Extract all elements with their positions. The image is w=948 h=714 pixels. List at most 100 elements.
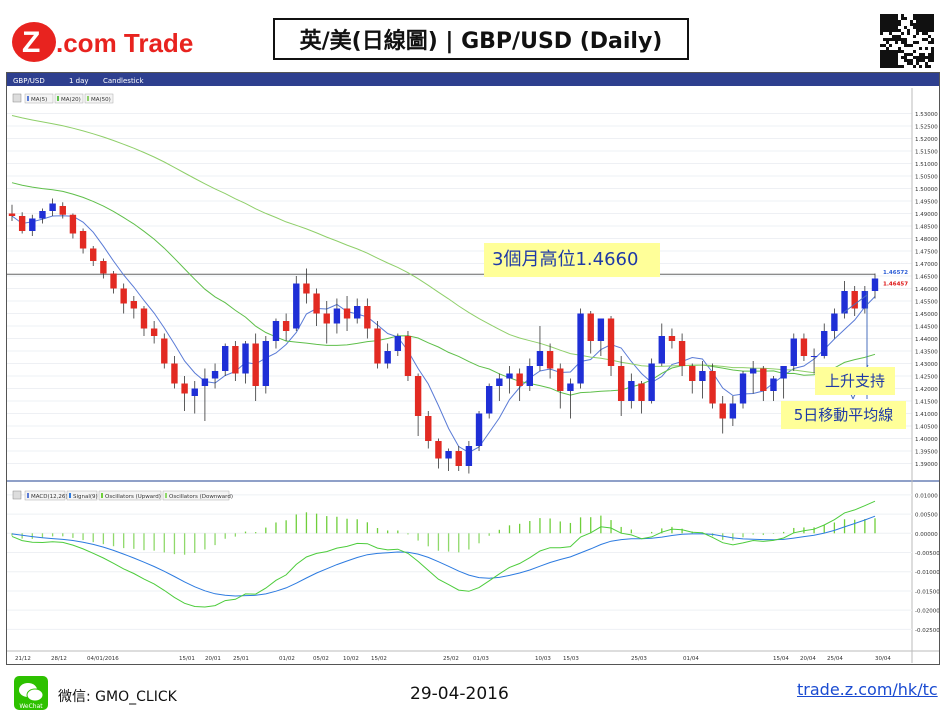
candle-down [719, 403, 726, 419]
candle-down [404, 336, 412, 376]
price-tick-label: 1.46000 [915, 287, 938, 293]
x-tick-label: 28/12 [51, 656, 67, 662]
page-title: 英/美(日線圖) | GBP/USD (Daily) [273, 18, 689, 60]
candle-up [272, 321, 280, 341]
legend-item-label: MA(5) [31, 97, 47, 103]
candle-up [191, 388, 198, 396]
candle-down [689, 366, 696, 381]
candle-down [130, 301, 138, 309]
candle-down [140, 308, 148, 329]
ma5-arrow [842, 294, 868, 314]
price-tick-label: 1.41000 [915, 412, 938, 418]
x-tick-label: 01/04 [683, 656, 699, 662]
macd-tick-label: -0.00500 [915, 551, 939, 557]
macd-legend-swatch [165, 493, 167, 498]
x-tick-label: 30/04 [875, 656, 891, 662]
price-tick-label: 1.44000 [915, 337, 938, 343]
macd-legend-box [66, 490, 98, 501]
candle-up [201, 378, 209, 386]
candle-up [394, 336, 402, 351]
x-tick-label: 15/02 [371, 656, 387, 662]
x-tick-label: 10/03 [535, 656, 551, 662]
candle-up [739, 373, 747, 404]
candle-up [770, 378, 777, 391]
candle-down [425, 416, 432, 441]
legend-item-label: MA(50) [91, 97, 111, 103]
candle-up [29, 218, 36, 231]
x-tick-label: 15/03 [563, 656, 579, 662]
price-tick-label: 1.51000 [915, 162, 938, 168]
candle-up [871, 278, 879, 291]
three-month-high-callout: 3個月高位1.4660 [484, 243, 660, 277]
candle-down [414, 376, 422, 416]
candle-down [150, 328, 158, 336]
x-tick-label: 25/02 [443, 656, 459, 662]
candle-up [536, 351, 544, 366]
support-callout: 上升支持 [815, 367, 895, 395]
candle-up [749, 368, 757, 374]
price-tick-label: 1.39500 [915, 450, 938, 456]
ma20-line [11, 182, 876, 396]
macd-tick-label: -0.02000 [915, 609, 939, 615]
price-tick-label: 1.41500 [915, 400, 938, 406]
price-tick-label: 1.42500 [915, 375, 938, 381]
x-tick-label: 15/01 [179, 656, 195, 662]
price-tick-label: 1.44500 [915, 325, 938, 331]
candle-down [617, 366, 625, 401]
candle-down [546, 351, 554, 369]
report-date: 29-04-2016 [410, 684, 509, 704]
website-link[interactable]: trade.z.com/hk/tc [797, 680, 938, 699]
zcom-logo-graphic: Z .com Trade [12, 22, 193, 62]
candle-up [658, 336, 665, 364]
wechat-icon[interactable]: WeChat [14, 676, 48, 710]
toolbar-chart-style: Candlestick [103, 77, 144, 85]
candle-up [445, 451, 452, 459]
price-chart: GBP/USD 1 day Candlestick 1.46572 1.46457 1… [7, 73, 939, 663]
page-title-text: 英/美(日線圖) | GBP/USD (Daily) [299, 29, 663, 54]
candle-down [587, 313, 594, 341]
candle-down [69, 214, 77, 234]
x-tick-label: 25/01 [233, 656, 249, 662]
price-tick-label: 1.39000 [915, 462, 938, 468]
candle-down [79, 231, 87, 249]
price-tick-label: 1.47500 [915, 250, 938, 256]
candle-down [516, 373, 523, 386]
macd-legend-label: Oscillators (Upward) [105, 494, 161, 500]
candle-down [364, 306, 371, 329]
candle-up [242, 343, 249, 374]
macd-line [11, 500, 876, 608]
candle-down [8, 213, 16, 216]
candle-down [100, 261, 107, 274]
legend-item-label: MA(20) [61, 97, 81, 103]
x-tick-label: 21/12 [15, 656, 31, 662]
chart-toolbar [7, 73, 939, 86]
candle-up [699, 371, 706, 381]
candle-up [577, 313, 584, 384]
price-tick-label: 1.40500 [915, 425, 938, 431]
candle-up [861, 291, 869, 309]
price-tick-label: 1.43000 [915, 362, 938, 368]
candle-down [18, 216, 26, 231]
macd-tick-label: 0.00500 [915, 513, 938, 519]
candle-up [496, 378, 503, 386]
candle-down [181, 383, 188, 394]
candle-up [333, 308, 341, 324]
price-tick-label: 1.47000 [915, 262, 938, 268]
macd-tick-label: 0.00000 [915, 532, 938, 538]
x-tick-label: 04/01/2016 [87, 656, 119, 662]
svg-text:Z: Z [22, 26, 40, 59]
price-tick-label: 1.46500 [915, 275, 938, 281]
candle-down [709, 371, 716, 404]
macd-tick-label: -0.02500 [915, 628, 939, 634]
legend-swatch [87, 96, 89, 101]
ma50-line [11, 115, 876, 374]
toolbar-timeframe: 1 day [69, 77, 89, 85]
candle-down [455, 451, 462, 466]
candle-up [485, 386, 493, 414]
qr-code-icon [880, 14, 934, 68]
price-tick-label: 1.49000 [915, 212, 938, 218]
price-tick-label: 1.49500 [915, 200, 938, 206]
x-tick-label: 25/04 [827, 656, 843, 662]
svg-text:WeChat: WeChat [19, 703, 43, 710]
x-tick-label: 10/02 [343, 656, 359, 662]
